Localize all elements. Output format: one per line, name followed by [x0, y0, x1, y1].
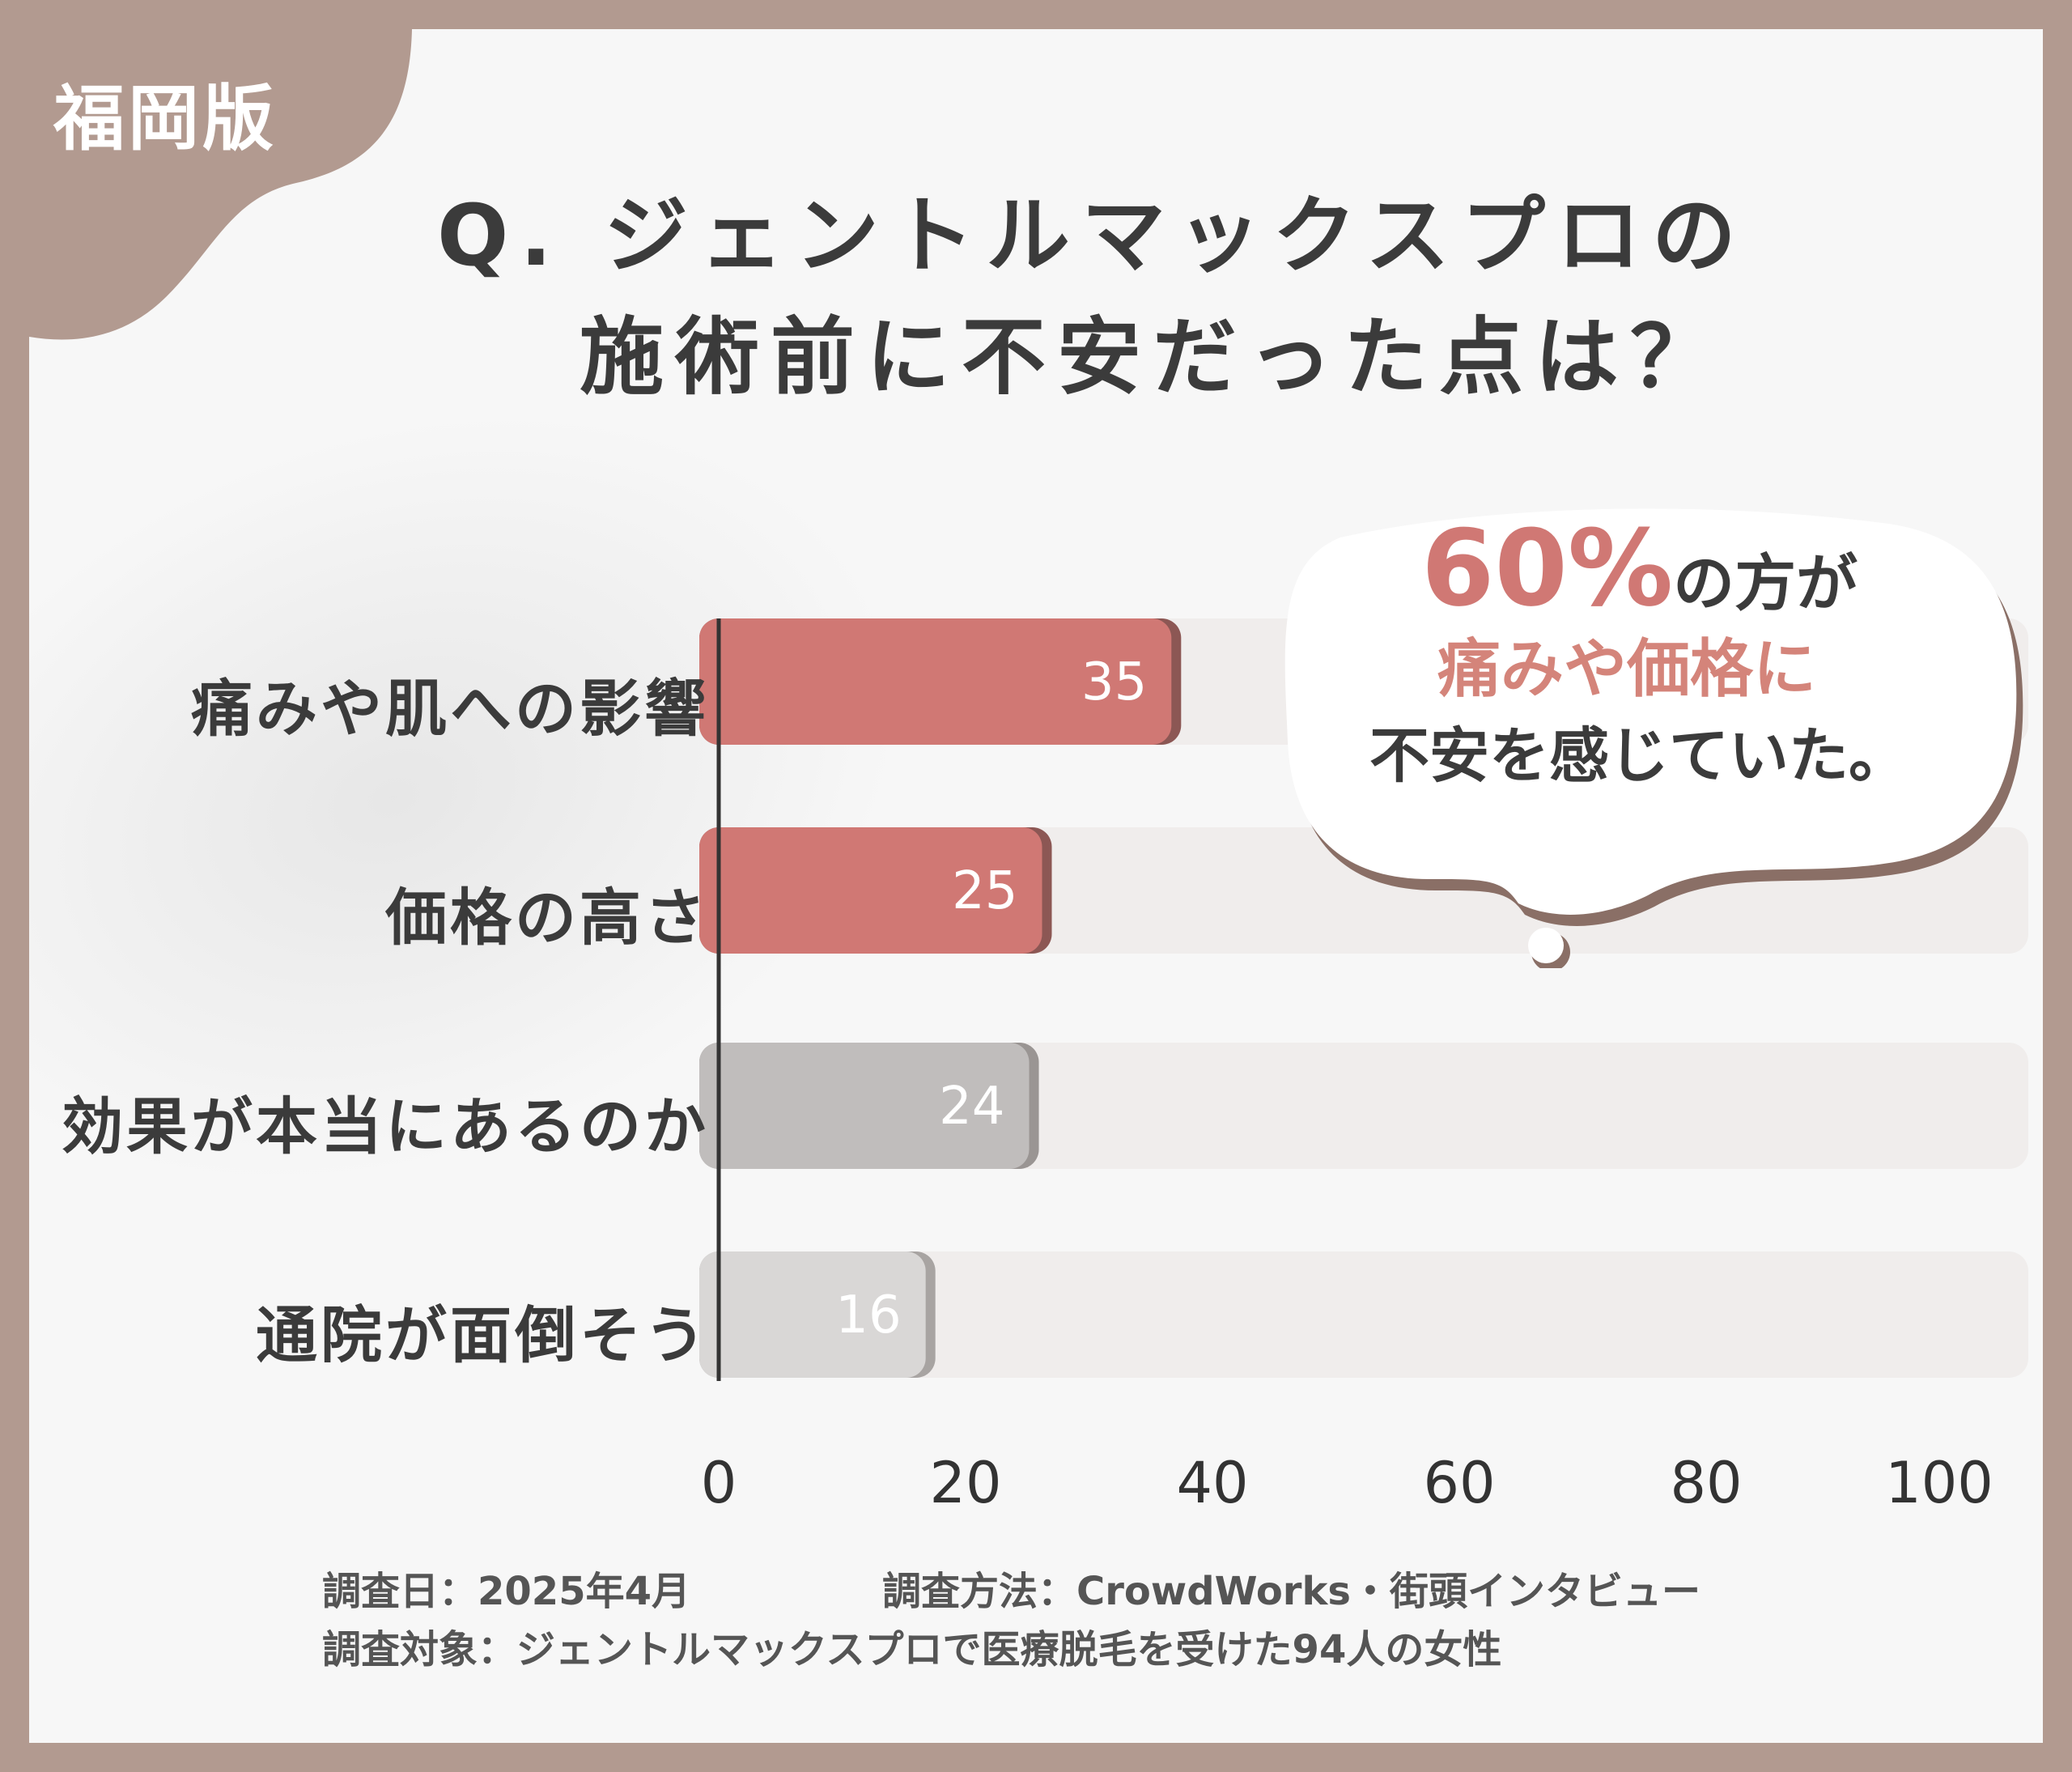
card: 福岡版 Q. ジェントルマックスプロの 施術前に不安だった点は？ 35 25 24 1…: [29, 29, 2043, 1743]
bar: [699, 827, 1042, 954]
bar-value-label: 25: [952, 861, 1017, 921]
bar: [699, 1251, 926, 1378]
x-tick-label: 80: [1670, 1450, 1743, 1516]
x-tick-label: 0: [700, 1450, 737, 1516]
callout-line-2: 痛みや価格に: [1437, 633, 1817, 706]
x-tick-label: 60: [1423, 1450, 1496, 1516]
footnote-target: 調査対象：ジェントルマックスプロで医療脱毛を受けた94人の女性: [322, 1627, 1502, 1672]
bar-value-label: 35: [1081, 652, 1147, 712]
callout-line-1-suffix: の方が: [1673, 547, 1858, 619]
region-badge: 福岡版: [53, 77, 278, 160]
callout-line-3: 不安を感じていた。: [1369, 721, 1909, 791]
bar-value-label: 24: [939, 1077, 1004, 1137]
bar-value-label: 16: [835, 1285, 901, 1345]
x-tick-label: 100: [1885, 1450, 1993, 1516]
title-line-1: Q. ジェントルマックスプロの: [437, 186, 1748, 285]
callout-highlight: 60%: [1421, 507, 1674, 630]
footnote-method: 調査方法：CrowdWorks・街頭インタビュー: [882, 1569, 1700, 1614]
category-label: 痛みや肌への影響: [191, 673, 709, 745]
footnote-date: 調査日：2025年4月: [322, 1569, 690, 1614]
bar: [699, 1043, 1030, 1169]
category-label: 価格の高さ: [385, 882, 709, 954]
category-label: 効果が本当にあるのか: [62, 1090, 709, 1162]
bar-track: [719, 1251, 2028, 1378]
category-label: 通院が面倒そう: [256, 1299, 709, 1371]
x-tick-label: 40: [1176, 1450, 1249, 1516]
speech-bubble: [1284, 508, 2023, 968]
bar-track: [719, 1043, 2028, 1169]
x-tick-label: 20: [929, 1450, 1002, 1516]
corner-shape: [29, 29, 412, 340]
title-line-2: 施術前に不安だった点は？: [580, 308, 1726, 406]
callout-line-1: 60%の方が: [1421, 507, 1858, 630]
bar: [699, 618, 1172, 745]
